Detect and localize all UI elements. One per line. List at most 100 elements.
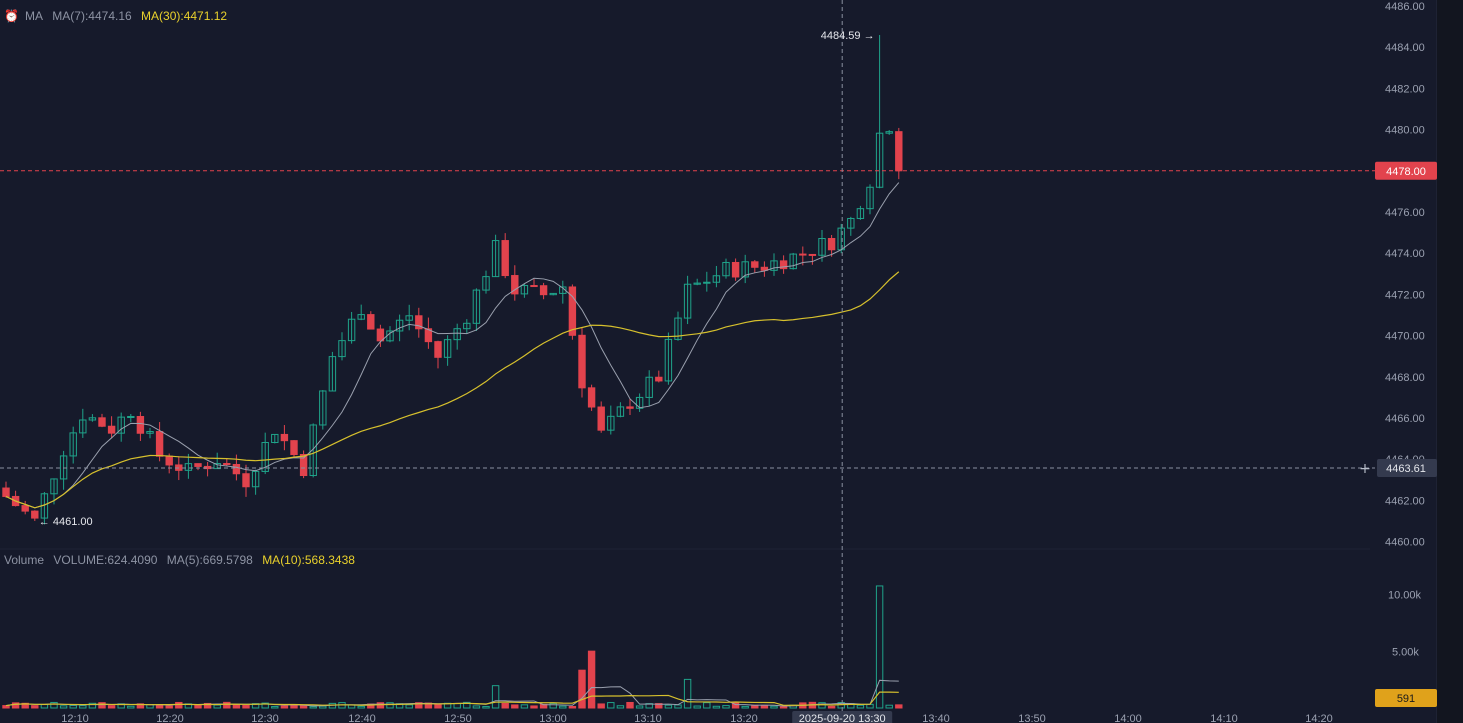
candle-body — [568, 286, 577, 336]
candle-body — [213, 463, 221, 470]
candle-body — [847, 217, 855, 229]
candle-body — [251, 470, 260, 488]
volume-bar — [895, 704, 903, 709]
volume-bar — [491, 685, 500, 709]
candle-body — [472, 289, 481, 324]
candle-body — [635, 396, 644, 409]
candle-body — [98, 417, 106, 427]
volume-bar — [357, 705, 365, 709]
crosshair-price-tag-bg — [1377, 459, 1437, 477]
candle-body — [501, 240, 509, 277]
candle-body — [818, 238, 826, 256]
candle-body — [731, 261, 740, 278]
candle-body — [309, 424, 317, 477]
candle-body — [549, 292, 557, 296]
crosshair-plus-icon: + — [1359, 461, 1371, 477]
volume-bar — [203, 702, 212, 709]
volume-bar — [31, 705, 39, 709]
volume-bar — [88, 702, 97, 709]
volume-bar — [79, 705, 87, 709]
volume-bar — [818, 702, 826, 709]
candle-body — [597, 406, 605, 431]
time-tick-label: 14:00 — [1114, 713, 1142, 723]
volume-bar — [520, 704, 529, 709]
candle-body — [875, 132, 884, 188]
volume-bar — [242, 704, 250, 709]
volume-bar — [271, 706, 279, 709]
last-price-tag: 4478.00 — [1386, 166, 1426, 178]
candle-body — [712, 275, 721, 283]
candle-body — [587, 387, 596, 408]
candle-body — [376, 328, 385, 342]
candle-body — [2, 487, 10, 497]
price-tick-label: 4482.00 — [1385, 83, 1425, 95]
volume-bar — [415, 702, 423, 709]
volume-bar — [386, 702, 394, 709]
crosshair-time-tag-bg — [792, 711, 893, 723]
time-tick-label: 13:20 — [730, 713, 758, 723]
volume-bar — [280, 705, 289, 709]
candle-body — [885, 131, 893, 134]
candle-body — [520, 285, 529, 295]
volume-bar — [875, 585, 884, 709]
volume-bar — [674, 704, 682, 709]
candle-body — [261, 441, 269, 472]
candle-body — [539, 285, 548, 296]
candle-body — [779, 260, 788, 270]
price-tick-label: 4484.00 — [1385, 42, 1425, 54]
volume-bar — [703, 702, 711, 709]
candle-body — [491, 240, 500, 278]
volume-bar — [165, 705, 173, 709]
candle-body — [146, 431, 154, 434]
volume-bar — [59, 705, 68, 709]
volume-tick-label: 5.00k — [1392, 646, 1419, 658]
time-tick-label: 13:00 — [539, 713, 567, 723]
candle-body — [242, 473, 250, 488]
candle-body — [338, 340, 346, 358]
last-volume-tag: 591 — [1397, 693, 1415, 705]
ma7-line — [5, 182, 900, 509]
volume-bar — [463, 701, 471, 709]
candle-body — [223, 463, 231, 466]
volume-bar — [194, 704, 202, 709]
candle-body — [367, 314, 375, 330]
volume-bar — [213, 704, 221, 709]
right-edge-panel — [1437, 0, 1463, 723]
candle-body — [290, 440, 298, 456]
candle-body — [607, 415, 615, 431]
indicator-name[interactable]: MA — [24, 9, 43, 23]
candle-body — [674, 317, 682, 340]
candle-body — [751, 261, 759, 268]
candle-body — [693, 282, 701, 285]
main-legend: ⏰ MA MA(7):4474.16 MA(30):4471.12 — [4, 9, 233, 23]
candle-body — [856, 208, 865, 219]
candle-body — [482, 276, 490, 291]
candle-body — [703, 281, 711, 284]
volume-ma10-line — [5, 691, 899, 707]
candle-body — [127, 416, 135, 419]
volume-ma5-value: MA(5):669.5798 — [166, 553, 253, 567]
time-tick-label: 12:30 — [251, 713, 279, 723]
candle-body — [626, 406, 634, 409]
volume-bar — [712, 705, 721, 709]
candle-body — [155, 431, 164, 457]
candle-body — [347, 318, 356, 342]
candle-body — [59, 455, 68, 480]
volume-legend: Volume VOLUME:624.4090 MA(5):669.5798 MA… — [4, 553, 361, 567]
candle-body — [895, 131, 903, 172]
volume-indicator-name[interactable]: Volume — [4, 553, 45, 567]
volume-bar — [693, 705, 701, 709]
candle-body — [463, 322, 471, 330]
candle-body — [357, 314, 365, 320]
volume-bar — [11, 702, 20, 709]
volume-bar — [40, 704, 49, 709]
alarm-icon[interactable]: ⏰ — [4, 9, 19, 23]
candle-body — [328, 356, 337, 392]
candle-body — [31, 510, 39, 519]
low-marker: ← 4461.00 — [39, 516, 93, 528]
time-tick-label: 12:10 — [61, 713, 89, 723]
candle-body — [271, 433, 279, 443]
candle-body — [50, 478, 58, 495]
candle-body — [760, 266, 769, 271]
